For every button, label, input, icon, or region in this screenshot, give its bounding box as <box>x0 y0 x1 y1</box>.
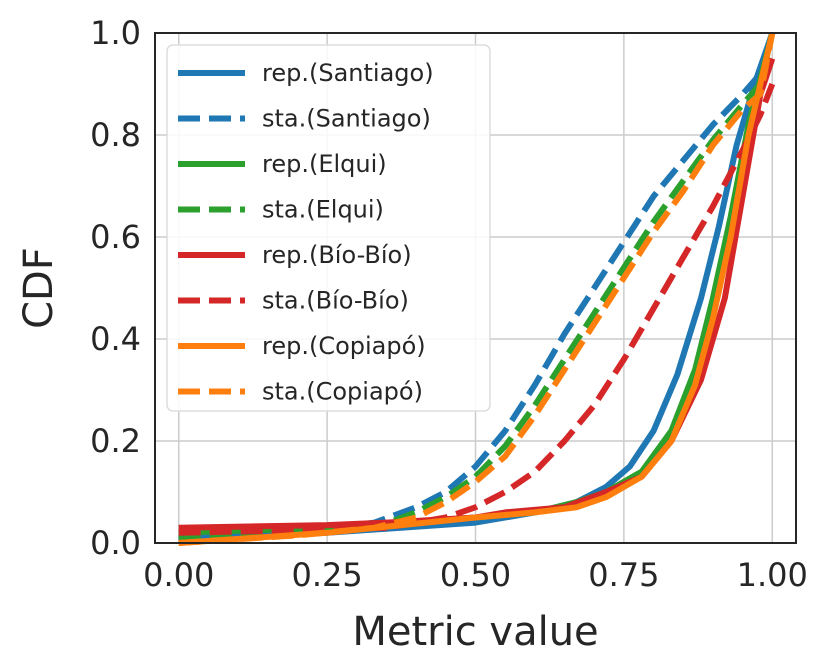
series-line <box>178 32 776 541</box>
series-line <box>178 32 776 546</box>
x-tick-label: 0.50 <box>440 556 511 594</box>
y-tick-label: 1.0 <box>90 14 141 52</box>
y-tick-label: 0.8 <box>90 116 141 154</box>
legend-box <box>166 44 491 412</box>
series-line <box>178 32 776 541</box>
y-tick-label: 0.0 <box>90 524 141 562</box>
series-line <box>178 32 776 541</box>
legend-entry: rep.(Bío-Bío) <box>262 241 412 269</box>
y-axis-label: CDF <box>16 247 62 329</box>
y-tick-label: 0.6 <box>90 218 141 256</box>
legend-entry: sta.(Santiago) <box>262 105 431 133</box>
x-tick-label: 0.25 <box>291 556 362 594</box>
legend-entry: sta.(Bío-Bío) <box>262 287 409 315</box>
x-tick-label: 0.00 <box>143 556 214 594</box>
x-tick-labels: 0.00 0.25 0.50 0.75 1.00 <box>143 556 808 594</box>
legend-entry: rep.(Santiago) <box>262 59 434 87</box>
y-tick-labels: 0.0 0.2 0.4 0.6 0.8 1.0 <box>90 14 141 562</box>
y-tick-label: 0.2 <box>90 422 141 460</box>
series-lines <box>178 32 776 546</box>
y-tick-label: 0.4 <box>90 320 141 358</box>
legend-entry: sta.(Elqui) <box>262 196 384 224</box>
series-line <box>178 32 776 546</box>
x-tick-label: 1.00 <box>737 556 808 594</box>
x-tick-label: 0.75 <box>588 556 659 594</box>
legend-entry: rep.(Elqui) <box>262 150 387 178</box>
plot-frame <box>154 32 797 544</box>
legend-entry: sta.(Copiapó) <box>262 378 423 406</box>
x-axis-label: Metric value <box>352 609 598 655</box>
legend: rep.(Santiago) sta.(Santiago) rep.(Elqui) s… <box>166 44 491 412</box>
legend-entry: rep.(Copiapó) <box>262 332 426 360</box>
